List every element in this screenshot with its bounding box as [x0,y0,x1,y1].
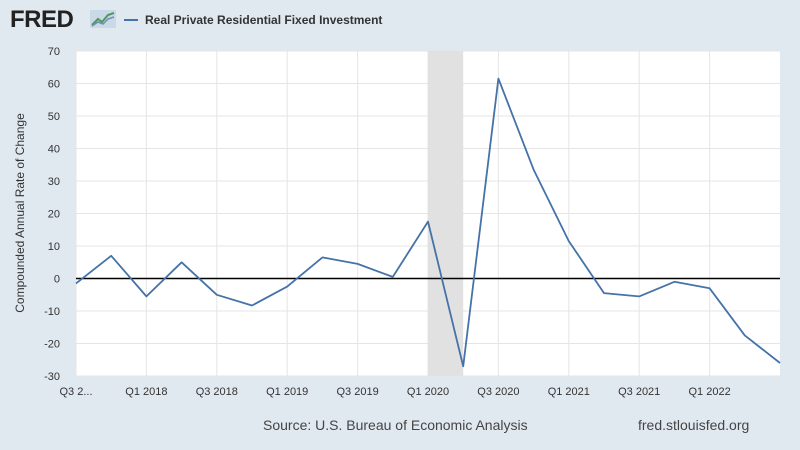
x-tick-label: Q1 2018 [125,386,167,398]
x-tick-label: Q3 2019 [336,386,378,398]
y-tick-label: 70 [48,46,60,58]
y-tick-label: -10 [44,306,60,318]
y-tick-label: 50 [48,111,60,123]
y-tick-label: -30 [44,371,60,383]
legend-swatch [124,19,138,21]
x-tick-label: Q1 2020 [407,386,449,398]
y-tick-label: 60 [48,79,60,91]
x-tick-label: Q1 2019 [266,386,308,398]
y-tick-label: 30 [48,176,60,188]
x-tick-label: Q1 2021 [548,386,590,398]
legend-label: Real Private Residential Fixed Investmen… [145,13,383,27]
fred-logo[interactable]: FRED [10,6,74,33]
x-tick-label: Q1 2022 [688,386,730,398]
y-tick-label: -20 [44,339,60,351]
source-text: Source: U.S. Bureau of Economic Analysis [263,417,528,433]
x-tick-label: Q3 2018 [196,386,238,398]
y-tick-label: 20 [48,209,60,221]
fred-logo-chart-icon [90,10,116,28]
x-tick-label: Q3 2021 [618,386,660,398]
grid-lines [75,50,780,377]
y-tick-label: 40 [48,144,60,156]
y-tick-label: 10 [48,241,60,253]
y-tick-label: 0 [54,274,60,286]
recession-shading [428,51,464,376]
x-tick-label: Q3 2... [59,386,92,398]
chart-header: FRED Real Private Residential Fixed Inve… [0,0,800,40]
x-tick-label: Q3 2020 [477,386,519,398]
chart-legend: Real Private Residential Fixed Investmen… [124,11,382,29]
y-axis-label: Compounded Annual Rate of Change [13,113,27,313]
x-axis-tick-labels: Q1 2018 Q3 2018 Q1 2019 Q3 2019 Q1 2020 Q3 20… [59,386,730,398]
y-axis-tick-labels: 70 60 50 40 30 20 10 0 -10 -20 -30 [44,46,60,383]
series-line [75,77,781,368]
fred-url-link[interactable]: fred.stlouisfed.org [638,417,750,433]
